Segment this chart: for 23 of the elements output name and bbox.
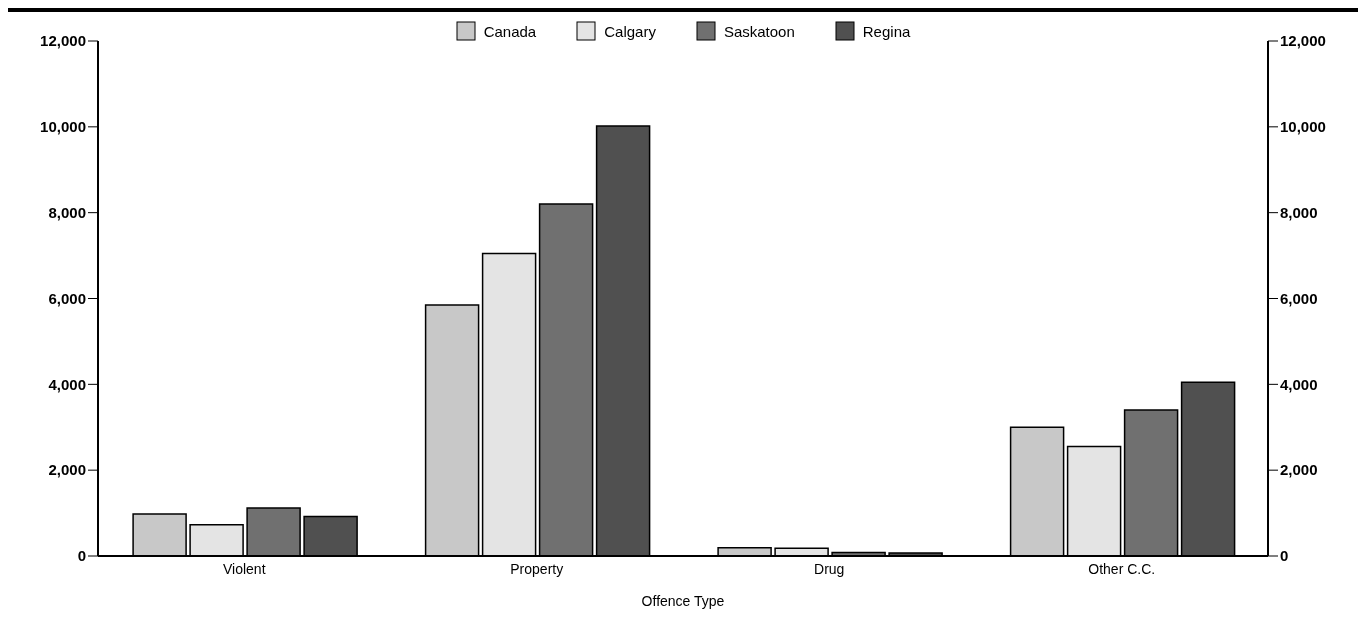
- y2-tick-label: 6,000: [1280, 289, 1318, 307]
- y-tick-label: 2,000: [48, 461, 86, 479]
- y-tick-label: 8,000: [48, 203, 86, 221]
- x-axis-title: Offence Type: [641, 593, 725, 609]
- y-tick-label: 6,000: [48, 289, 86, 307]
- legend-label: Regina: [862, 22, 911, 40]
- y-tick-label: 4,000: [48, 375, 86, 393]
- y-tick-label: 0: [77, 547, 86, 565]
- legend-label: Calgary: [604, 22, 656, 40]
- y-tick-label: 12,000: [40, 32, 86, 50]
- x-tick-label: Violent: [222, 560, 266, 577]
- y2-tick-label: 4,000: [1280, 375, 1318, 393]
- legend-label: Saskatoon: [723, 22, 795, 40]
- y2-tick-label: 2,000: [1280, 461, 1318, 479]
- y2-tick-label: 10,000: [1280, 118, 1326, 136]
- y2-tick-label: 8,000: [1280, 203, 1318, 221]
- y2-tick-label: 0: [1280, 547, 1289, 565]
- legend-label: Canada: [483, 22, 537, 40]
- x-tick-label: Property: [510, 560, 564, 577]
- y2-tick-label: 12,000: [1280, 32, 1326, 50]
- x-tick-label: Other C.C.: [1088, 560, 1156, 577]
- x-tick-label: Drug: [814, 560, 845, 577]
- y-tick-label: 10,000: [40, 118, 86, 136]
